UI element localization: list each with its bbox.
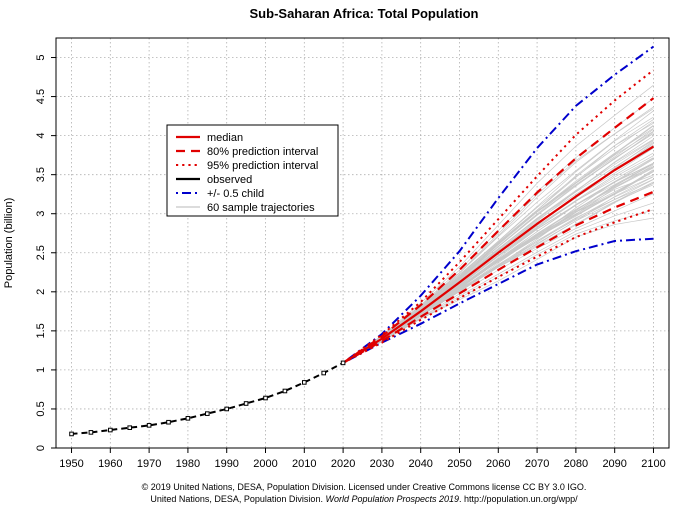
legend-label: median	[207, 132, 243, 144]
sample-trajectory-line	[342, 119, 654, 364]
observed-point	[185, 416, 191, 421]
credit-line-2: United Nations, DESA, Population Divisio…	[150, 494, 578, 504]
plot-frame	[55, 37, 670, 449]
y-tick-label: 2	[35, 289, 47, 295]
pi95-lower-line	[342, 208, 654, 364]
x-tick-label: 2040	[408, 458, 432, 470]
observed-point	[166, 419, 171, 425]
observed-point	[243, 401, 249, 406]
x-tick-label: 1980	[176, 458, 200, 470]
sample-trajectory-line	[342, 209, 654, 364]
median-line	[342, 145, 655, 364]
x-tick-label: 2090	[602, 458, 626, 470]
x-tick-label: 2030	[370, 458, 394, 470]
legend-label: +/- 0.5 child	[207, 188, 264, 200]
x-tick-label: 1990	[214, 458, 238, 470]
chart-title: Sub-Saharan Africa: Total Population	[250, 6, 479, 21]
x-tick-label: 1950	[59, 458, 83, 470]
sample-trajectory-line	[342, 110, 654, 364]
x-axis: 1950 1960 1970 1980 1990 2000 2010 2020 2030 2040…	[59, 448, 666, 470]
credit-line-2-italic: World Population Prospects 2019	[325, 494, 459, 504]
x-tick-label: 2010	[292, 458, 316, 470]
pi95-upper-line	[342, 69, 655, 364]
x-tick-label: 2080	[564, 458, 588, 470]
x-tick-label: 1970	[137, 458, 161, 470]
sample-trajectory-line	[342, 171, 654, 364]
x-tick-label: 2050	[447, 458, 471, 470]
observed-point	[205, 411, 210, 416]
pi80-lower-line	[342, 190, 654, 364]
observed-point	[146, 423, 152, 428]
observed-line	[71, 362, 344, 435]
half-child-upper-line	[342, 45, 655, 364]
observed-point	[340, 360, 346, 366]
legend-box	[166, 124, 339, 217]
series-lines	[69, 45, 655, 437]
y-tick-label: 2.5	[35, 245, 47, 260]
credit-line-2-prefix: United Nations, DESA, Population Divisio…	[150, 494, 325, 504]
y-tick-label: 3	[35, 211, 47, 217]
credit-line-1: © 2019 United Nations, DESA, Population …	[142, 482, 587, 492]
x-tick-label: 2060	[486, 458, 510, 470]
observed-point	[69, 431, 74, 437]
x-tick-label: 2100	[641, 458, 665, 470]
x-tick-label: 2070	[525, 458, 549, 470]
legend: median 80% prediction interval 95% predict…	[166, 124, 339, 217]
grid	[56, 38, 669, 449]
pi80-upper-line	[342, 97, 655, 364]
y-tick-label: 1.5	[35, 323, 47, 338]
observed-point	[88, 430, 94, 435]
legend-label: 80% prediction interval	[207, 146, 318, 158]
observed-point	[302, 380, 307, 385]
y-tick-label: 0	[35, 445, 47, 451]
observed-point	[282, 388, 288, 394]
y-tick-label: 4	[35, 133, 47, 139]
y-tick-label: 5	[35, 54, 47, 60]
x-tick-label: 1960	[98, 458, 122, 470]
sample-trajectory-line	[342, 127, 654, 364]
x-tick-label: 2020	[331, 458, 355, 470]
observed-point	[321, 370, 327, 376]
legend-label: 95% prediction interval	[207, 160, 318, 172]
y-axis-label: Population (billion)	[3, 198, 15, 289]
y-tick-label: 1	[35, 367, 47, 373]
observed-point	[263, 395, 268, 401]
legend-label: observed	[207, 174, 252, 186]
legend-label: 60 sample trajectories	[207, 202, 315, 214]
x-tick-label: 2000	[253, 458, 277, 470]
half-child-lower-line	[342, 237, 654, 364]
y-tick-label: 3.5	[35, 167, 47, 182]
y-tick-label: 0.5	[35, 401, 47, 416]
y-tick-label: 4.5	[35, 89, 47, 104]
y-axis: 0 0.5 1 1.5 2 2.5 3 3.5 4 4.5 5	[35, 54, 56, 451]
observed-point	[127, 425, 133, 430]
sample-trajectory-line	[342, 174, 654, 364]
observed-point	[224, 406, 230, 412]
observed-point	[108, 427, 113, 433]
credit-line-2-suffix: . http://population.un.org/wpp/	[459, 494, 578, 504]
